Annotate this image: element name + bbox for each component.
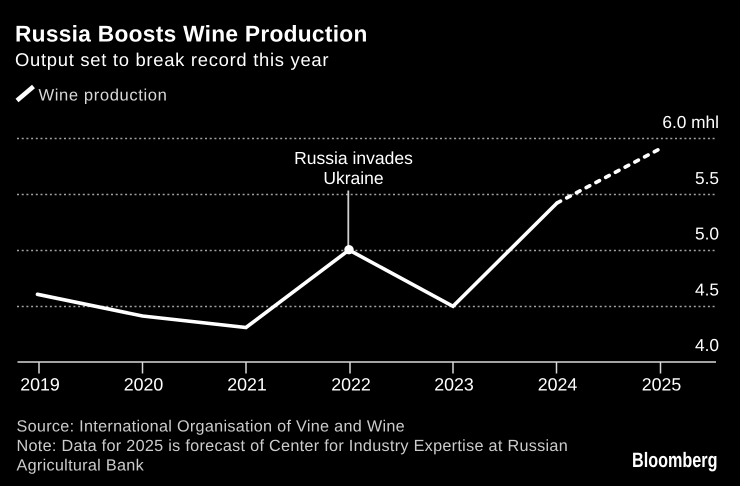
svg-text:Bloomberg: Bloomberg: [632, 449, 718, 472]
svg-text:2022: 2022: [331, 375, 371, 395]
svg-text:2023: 2023: [434, 375, 474, 395]
svg-text:6.0 mhl: 6.0 mhl: [662, 112, 719, 132]
svg-text:Output set to break record thi: Output set to break record this year: [15, 49, 329, 70]
svg-text:2021: 2021: [227, 375, 267, 395]
svg-text:Wine production: Wine production: [39, 85, 168, 104]
svg-text:Source: International Organisa: Source: International Organisation of Vi…: [17, 418, 405, 436]
svg-text:2024: 2024: [538, 375, 578, 395]
svg-text:Agricultural Bank: Agricultural Bank: [17, 456, 145, 474]
svg-text:Note: Data for 2025 is forecas: Note: Data for 2025 is forecast of Cente…: [17, 437, 569, 455]
svg-text:Russia Boosts Wine Production: Russia Boosts Wine Production: [15, 21, 368, 47]
svg-text:4.0: 4.0: [695, 335, 719, 355]
svg-text:2020: 2020: [124, 375, 164, 395]
svg-text:Ukraine: Ukraine: [323, 168, 383, 188]
svg-text:4.5: 4.5: [695, 279, 719, 299]
svg-text:5.0: 5.0: [695, 224, 719, 244]
svg-text:5.5: 5.5: [695, 168, 719, 188]
svg-text:2025: 2025: [642, 375, 682, 395]
svg-text:Russia invades: Russia invades: [294, 148, 413, 168]
svg-text:2019: 2019: [20, 375, 60, 395]
